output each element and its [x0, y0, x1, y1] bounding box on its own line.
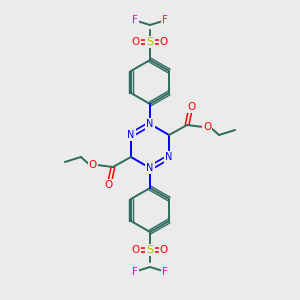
Text: S: S: [146, 37, 154, 47]
Text: N: N: [146, 163, 154, 173]
Text: O: O: [132, 245, 140, 255]
Text: F: F: [132, 15, 138, 25]
Text: O: O: [160, 37, 168, 47]
Text: N: N: [127, 130, 135, 140]
Text: O: O: [132, 37, 140, 47]
Text: O: O: [160, 245, 168, 255]
Text: F: F: [162, 15, 168, 25]
Text: O: O: [187, 102, 195, 112]
Text: N: N: [165, 152, 173, 162]
Text: O: O: [105, 180, 113, 190]
Text: N: N: [146, 119, 154, 129]
Text: O: O: [203, 122, 211, 132]
Text: O: O: [89, 160, 97, 170]
Text: F: F: [132, 267, 138, 277]
Text: F: F: [162, 267, 168, 277]
Text: S: S: [146, 245, 154, 255]
